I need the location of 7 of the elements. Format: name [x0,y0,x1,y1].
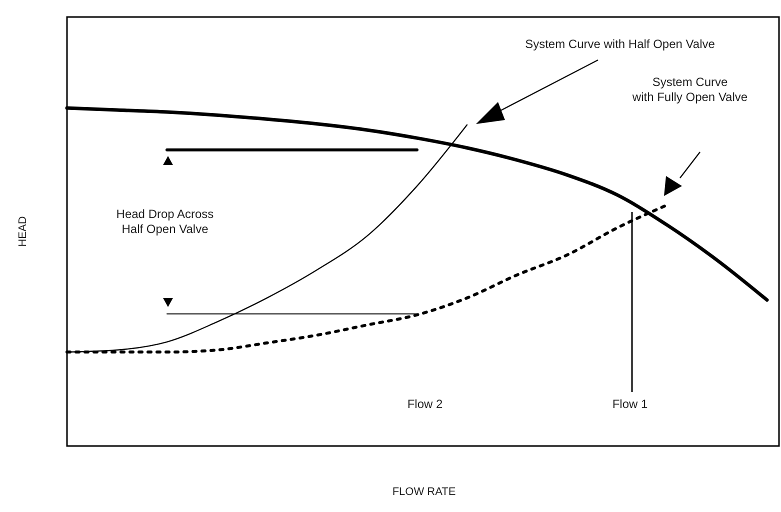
text: System Curve with Fully Open Valve [631,75,748,104]
annotation: Head Drop Across Half Open Valve [116,207,214,236]
text: System Curve with Half Open Valve [525,37,716,51]
x-axis-title: FLOW RATE [392,486,456,498]
annotation: Flow 2 [407,397,443,411]
y-axis-title: HEAD [17,216,29,247]
annotation: Flow 1 [612,397,648,411]
